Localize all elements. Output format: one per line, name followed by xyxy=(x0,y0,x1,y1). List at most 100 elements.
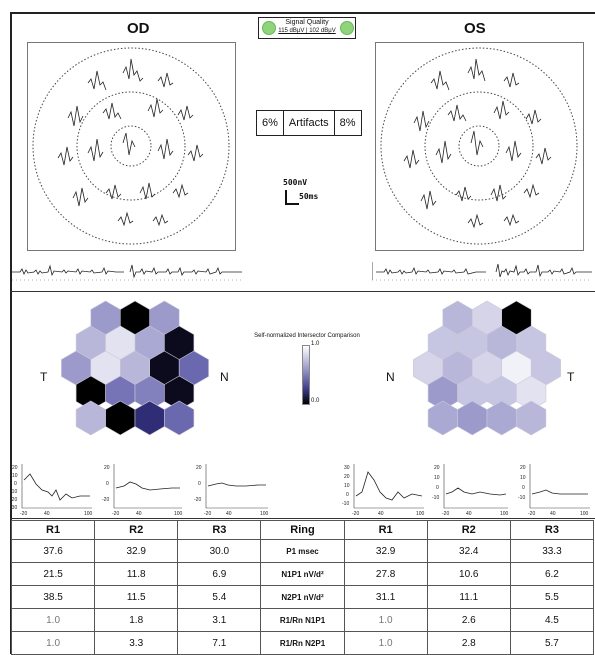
od-waveform xyxy=(67,105,84,127)
od-waveform xyxy=(87,138,104,162)
os-hex-sector xyxy=(427,400,458,436)
od-hex-sector xyxy=(105,400,136,436)
table-cell: 3.3 xyxy=(94,631,179,655)
column-header: R1 xyxy=(343,520,428,540)
od-waveform xyxy=(157,72,174,88)
axis-tick: 0 xyxy=(522,485,525,491)
column-header: R1 xyxy=(10,520,96,540)
os-waveform xyxy=(503,72,520,88)
os-hex-sector xyxy=(516,400,547,436)
signal-quality-box: Signal Quality 115 dBµV | 102 dBµV xyxy=(258,17,356,39)
table-cell: 37.6 xyxy=(10,539,96,563)
table-cell: 2.6 xyxy=(426,608,511,632)
os-r2-axes xyxy=(443,464,508,509)
os-waveform xyxy=(455,186,472,202)
axis-tick: 100 xyxy=(580,511,589,517)
od-r1-trace xyxy=(23,473,90,501)
table-row: 1.0 3.3 7.1 R1/Rn N2P1 1.0 2.8 5.7 xyxy=(10,631,595,655)
os-waveform xyxy=(470,130,484,156)
column-header: R2 xyxy=(94,520,179,540)
signal-quality-title: Signal Quality xyxy=(285,19,329,26)
table-cell: 3.1 xyxy=(177,608,262,632)
table-cell: 30.0 xyxy=(177,539,262,563)
od-ring-outer xyxy=(32,47,230,245)
table-cell: 5.5 xyxy=(509,585,595,609)
scale-bar-line xyxy=(285,190,299,205)
od-hex-sector xyxy=(134,400,165,436)
table-cell: 32.9 xyxy=(343,539,428,563)
od-raw-signal xyxy=(12,264,242,281)
os-hex-sector xyxy=(486,400,517,436)
axis-tick: 40 xyxy=(378,511,384,517)
os-r1-axes xyxy=(353,464,424,509)
od-waveform xyxy=(105,184,122,200)
report-frame xyxy=(10,12,595,654)
od-hex-sector xyxy=(164,375,195,411)
os-waveform xyxy=(430,70,450,91)
os-r3-axes xyxy=(529,464,590,509)
os-waveforms xyxy=(403,58,552,229)
axis-tick: 100 xyxy=(416,511,425,517)
legend-min-label: 0.0 xyxy=(311,398,320,404)
os-waveform xyxy=(503,213,520,227)
table-cell: 1.0 xyxy=(10,631,96,655)
signal-quality-os-dot xyxy=(340,21,354,35)
od-r1-axes xyxy=(21,464,92,509)
os-r1-plot: 30 20 10 0 -10 -20 40 100 xyxy=(342,464,425,517)
axis-tick: 0 xyxy=(198,481,201,487)
ring-label-cell: N1P1 nV/d² xyxy=(260,562,345,586)
table-cell: 4.5 xyxy=(509,608,595,632)
od-waveform xyxy=(87,70,107,91)
axis-tick: -10 xyxy=(432,495,439,501)
os-raw-signal xyxy=(372,262,592,281)
column-header: Ring xyxy=(260,520,345,540)
column-header: R3 xyxy=(509,520,595,540)
axis-tick: -20 xyxy=(112,511,119,517)
od-r2-trace xyxy=(115,481,180,491)
axis-tick: 20 xyxy=(104,465,110,471)
axis-tick: 0 xyxy=(14,481,17,487)
scale-bar: 500nV 50ms xyxy=(283,178,343,212)
od-waveform xyxy=(72,187,89,207)
axis-tick: 10 xyxy=(520,475,526,481)
ring-plots: 20 10 0 -10 -20 -30 -20 40 100 20 0 -20 … xyxy=(10,464,590,517)
axis-tick: 100 xyxy=(260,511,269,517)
os-temporal-label: T xyxy=(567,370,575,384)
table-cell: 38.5 xyxy=(10,585,96,609)
table-cell: 31.1 xyxy=(343,585,428,609)
axis-tick: 40 xyxy=(136,511,142,517)
axis-tick: 100 xyxy=(500,511,509,517)
os-hexmap xyxy=(413,300,561,436)
ring-label-cell: N2P1 nV/d² xyxy=(260,585,345,609)
os-waveform xyxy=(467,58,486,82)
artifacts-od-percent: 6% xyxy=(257,111,284,135)
axis-tick: 20 xyxy=(196,465,202,471)
axis-tick: 10 xyxy=(434,475,440,481)
od-waveform xyxy=(177,105,194,121)
od-title: OD xyxy=(127,20,150,37)
od-waveform xyxy=(152,213,169,227)
od-waveforms xyxy=(57,58,204,227)
od-r2-axes xyxy=(113,464,182,509)
os-nasal-label: N xyxy=(386,370,395,384)
artifacts-label: Artifacts xyxy=(284,111,335,135)
scale-bar-time: 50ms xyxy=(299,192,319,201)
os-waveform xyxy=(535,147,552,165)
table-row: 37.6 32.9 30.0 P1 msec 32.9 32.4 33.3 xyxy=(10,539,595,563)
od-r2-plot: 20 0 -20 -20 40 100 xyxy=(102,464,183,517)
axis-tick: -20 xyxy=(10,497,17,503)
column-header: R3 xyxy=(177,520,262,540)
od-ring-mid xyxy=(76,91,186,201)
column-header: R2 xyxy=(426,520,511,540)
signal-quality-od-dot xyxy=(262,21,276,35)
axis-tick: -10 xyxy=(518,495,525,501)
axis-tick: -20 xyxy=(352,511,359,517)
axis-tick: 20 xyxy=(520,465,526,471)
axis-tick: 0 xyxy=(346,492,349,498)
od-waveform xyxy=(102,102,122,120)
od-nasal-label: N xyxy=(220,370,229,384)
table-cell: 2.8 xyxy=(426,631,511,655)
od-temporal-label: T xyxy=(40,370,48,384)
od-hexmap xyxy=(61,300,209,436)
table-cell: 6.2 xyxy=(509,562,595,586)
